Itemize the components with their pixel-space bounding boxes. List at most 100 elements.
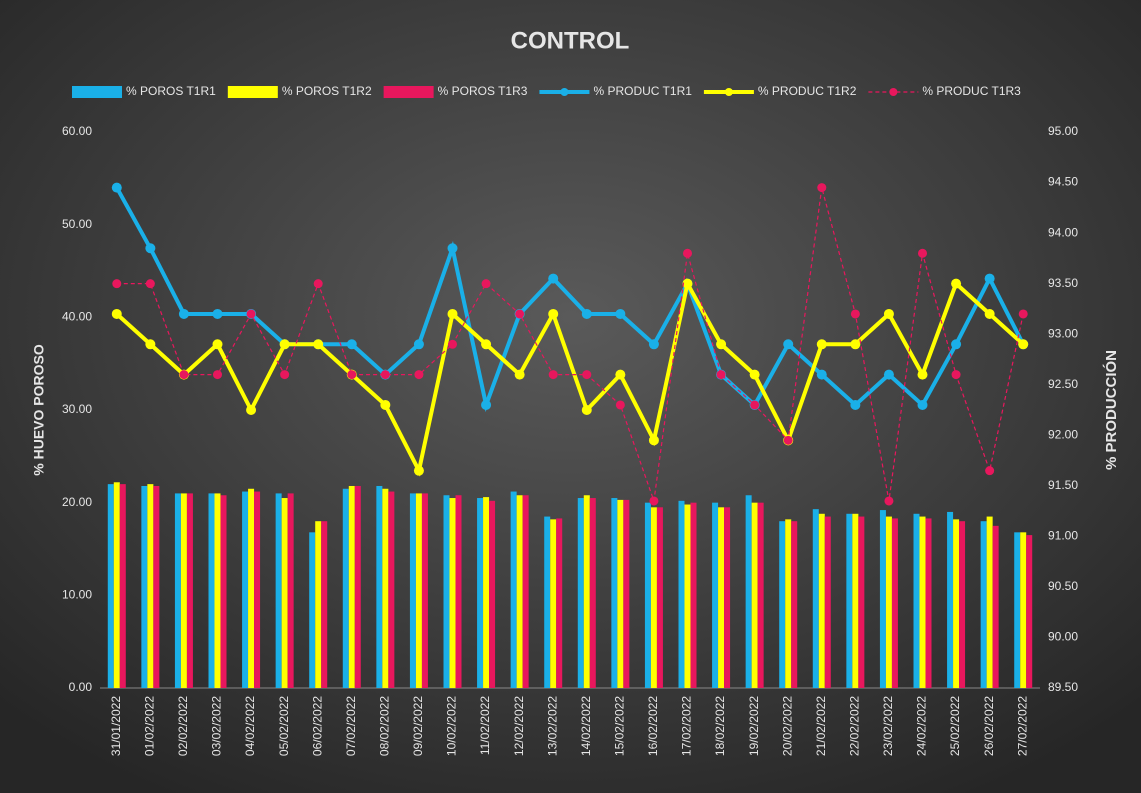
bar	[522, 495, 529, 688]
bar	[583, 495, 590, 688]
x-tick-label: 26/02/2022	[982, 696, 996, 756]
bar	[309, 532, 316, 688]
bar	[751, 502, 758, 688]
bar	[879, 510, 886, 688]
point	[883, 308, 894, 319]
x-tick-label: 22/02/2022	[848, 696, 862, 756]
point	[716, 370, 726, 380]
point	[313, 279, 323, 289]
bar	[315, 521, 322, 688]
y-tick-label: 30.00	[62, 402, 92, 416]
bar	[589, 498, 596, 688]
point	[279, 339, 290, 350]
point	[648, 435, 659, 446]
point	[1018, 309, 1028, 319]
point	[447, 308, 458, 319]
point	[481, 399, 492, 410]
point	[985, 466, 995, 476]
line	[116, 187, 1024, 502]
y-tick-label: 60.00	[62, 124, 92, 138]
x-tick-label: 10/02/2022	[445, 696, 459, 756]
point	[112, 279, 122, 289]
bar	[544, 516, 551, 688]
bar	[208, 493, 215, 688]
line	[115, 186, 1025, 413]
point	[682, 278, 693, 289]
bar	[388, 491, 395, 688]
point	[951, 278, 962, 289]
x-tick-label: 11/02/2022	[478, 696, 492, 755]
x-tick-label: 01/02/2022	[143, 696, 157, 756]
bar	[992, 525, 999, 688]
point	[481, 279, 491, 289]
bar	[846, 513, 853, 688]
x-tick-label: 27/02/2022	[1015, 696, 1029, 756]
x-tick-label: 25/02/2022	[948, 696, 962, 756]
point	[783, 339, 794, 350]
bar	[724, 507, 731, 688]
x-tick-label: 15/02/2022	[613, 696, 627, 756]
point	[883, 369, 894, 380]
bar	[745, 495, 752, 688]
bar	[858, 516, 865, 688]
x-tick-label: 23/02/2022	[881, 696, 895, 756]
legend-marker	[889, 88, 898, 96]
y2-tick-label: 92.00	[1048, 427, 1078, 441]
legend-label: % POROS T1R1	[126, 84, 216, 98]
bar	[180, 493, 187, 688]
bar	[791, 521, 798, 688]
bar	[119, 484, 126, 688]
bar	[757, 502, 764, 688]
point	[413, 339, 424, 350]
bar	[947, 511, 954, 688]
point	[111, 182, 122, 193]
point	[346, 339, 357, 350]
point	[850, 309, 860, 319]
bar	[980, 521, 987, 688]
point	[918, 248, 927, 258]
point	[213, 370, 222, 380]
bar	[678, 500, 685, 688]
bar	[489, 500, 496, 688]
y2-tick-label: 93.00	[1048, 326, 1078, 340]
point	[750, 400, 760, 410]
bar	[656, 507, 663, 688]
point	[817, 183, 827, 193]
bar	[986, 516, 993, 688]
point	[749, 369, 760, 380]
bar	[449, 498, 456, 688]
bar	[242, 491, 249, 688]
point	[246, 405, 257, 415]
legend-label: % PRODUC T1R1	[593, 84, 692, 98]
legend-label: % POROS T1R3	[438, 84, 528, 98]
bar	[281, 498, 288, 688]
point	[582, 370, 592, 380]
point	[816, 339, 827, 350]
bar	[712, 502, 719, 688]
point	[951, 370, 961, 380]
bar	[690, 502, 697, 688]
bar	[483, 497, 490, 688]
x-tick-label: 04/02/2022	[243, 696, 257, 756]
point	[548, 273, 559, 284]
point	[515, 309, 525, 319]
bar	[959, 521, 966, 688]
bar	[421, 493, 428, 688]
bar	[174, 493, 181, 688]
point	[212, 308, 223, 319]
bar	[611, 498, 618, 688]
y2-tick-label: 90.50	[1048, 579, 1078, 593]
bar	[516, 495, 523, 688]
bar	[650, 507, 657, 688]
y-tick-label: 20.00	[62, 495, 92, 509]
point	[145, 243, 156, 254]
point	[984, 273, 995, 284]
legend-label: % PRODUC T1R3	[922, 84, 1021, 98]
line	[115, 277, 1025, 477]
y2-tick-label: 94.50	[1048, 175, 1078, 189]
y2-tick-label: 91.00	[1048, 529, 1078, 543]
point	[615, 308, 626, 319]
point	[850, 399, 861, 410]
